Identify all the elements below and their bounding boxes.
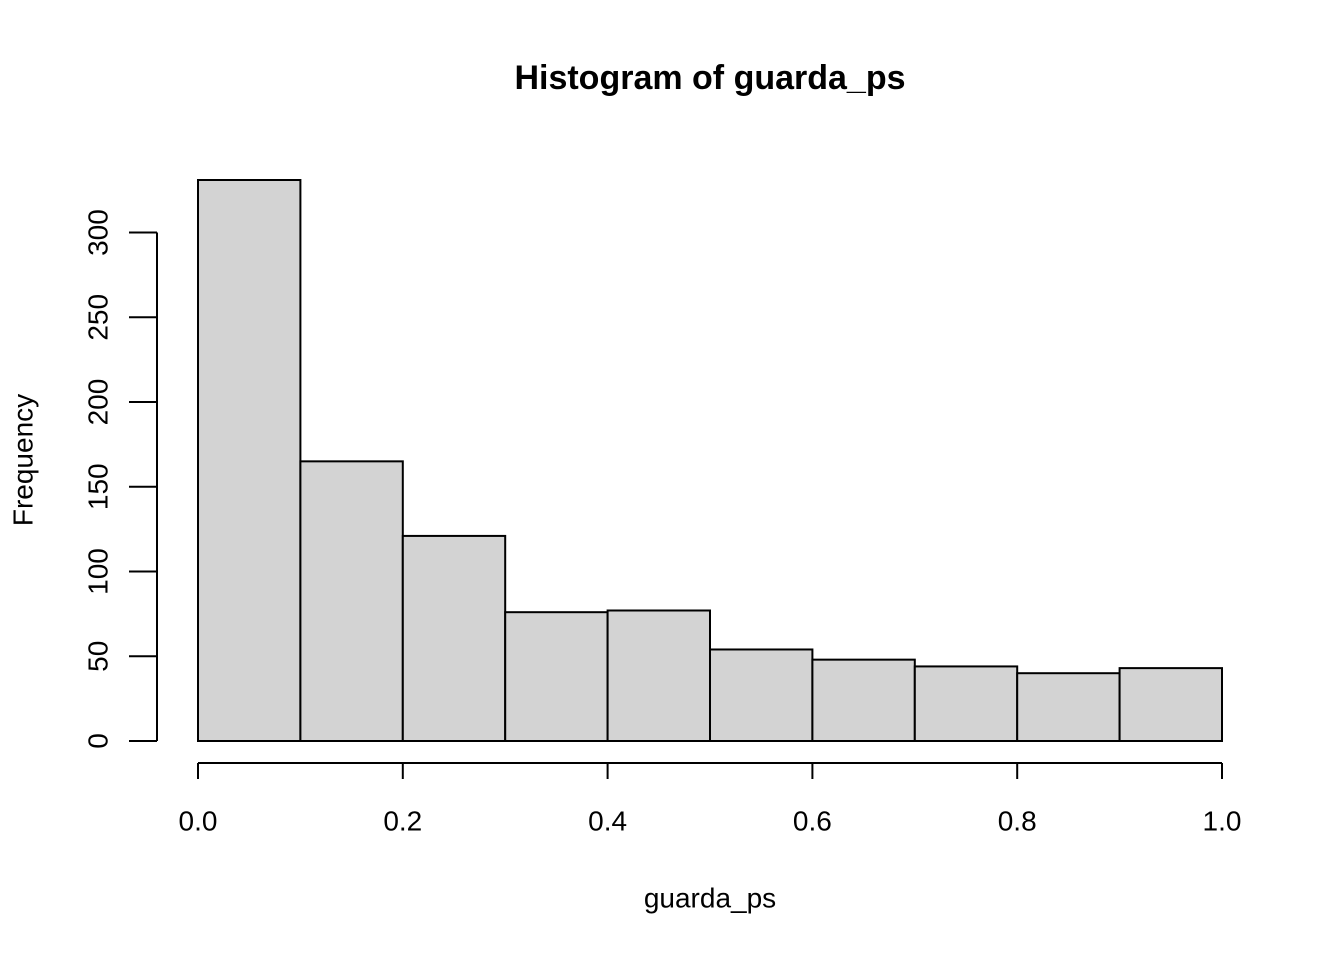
x-tick-label: 0.0 (179, 805, 218, 836)
bar (197, 179, 302, 742)
bar (709, 648, 814, 743)
y-tick-label: 0 (82, 733, 113, 749)
x-tick-label: 0.8 (998, 805, 1037, 836)
bar (606, 609, 711, 743)
y-tick-label: 100 (82, 548, 113, 595)
bar (504, 611, 609, 742)
y-tick-label: 200 (82, 379, 113, 426)
bar (1118, 667, 1223, 742)
y-tick-label: 50 (82, 641, 113, 672)
y-tick-label: 300 (82, 209, 113, 256)
x-tick-label: 0.4 (588, 805, 627, 836)
y-axis-label: Frequency (7, 394, 38, 526)
bar (299, 460, 404, 742)
x-tick-label: 0.2 (383, 805, 422, 836)
bar (913, 665, 1019, 742)
y-tick-label: 150 (82, 463, 113, 510)
x-tick-label: 0.6 (793, 805, 832, 836)
bar (1016, 672, 1121, 743)
x-axis-label: guarda_ps (644, 882, 776, 913)
bar (401, 534, 507, 742)
chart-title: Histogram of guarda_ps (514, 59, 905, 97)
bar (811, 658, 916, 743)
y-tick-label: 250 (82, 294, 113, 341)
x-tick-label: 1.0 (1203, 805, 1242, 836)
